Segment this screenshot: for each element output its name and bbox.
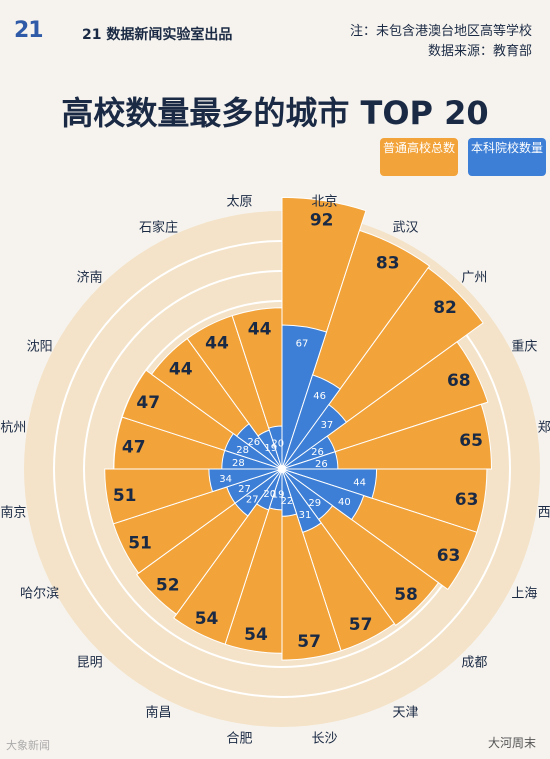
label-undergrad: 67 bbox=[296, 339, 309, 350]
center-dot bbox=[278, 465, 286, 473]
label-total: 47 bbox=[136, 393, 160, 413]
label-total: 83 bbox=[376, 253, 400, 273]
category-label: 沈阳 bbox=[27, 340, 53, 355]
chart-title: 高校数量最多的城市 TOP 20 bbox=[61, 94, 489, 132]
bar-undergrad bbox=[236, 423, 283, 470]
label-undergrad: 44 bbox=[353, 477, 366, 488]
label-undergrad: 27 bbox=[238, 484, 251, 495]
label-undergrad: 27 bbox=[246, 495, 259, 506]
bar-undergrad bbox=[208, 468, 283, 493]
category-label: 重庆 bbox=[511, 339, 537, 355]
category-label: 杭州 bbox=[0, 420, 26, 435]
bar-undergrad bbox=[281, 374, 341, 470]
label-total: 44 bbox=[248, 320, 272, 340]
label-total: 63 bbox=[455, 490, 479, 510]
category-label: 哈尔滨 bbox=[20, 585, 59, 601]
label-undergrad: 28 bbox=[236, 445, 249, 456]
label-undergrad: 29 bbox=[308, 498, 321, 509]
category-label: 长沙 bbox=[312, 732, 338, 747]
label-total: 51 bbox=[113, 486, 137, 506]
label-undergrad: 26 bbox=[247, 437, 260, 448]
label-total: 54 bbox=[195, 609, 219, 629]
label-undergrad: 22 bbox=[281, 496, 294, 507]
label-total: 63 bbox=[437, 546, 461, 566]
label-total: 44 bbox=[169, 360, 193, 380]
bar-undergrad bbox=[281, 468, 322, 534]
label-total: 47 bbox=[122, 438, 146, 458]
legend-undergrad-label: 本科院校数量 bbox=[470, 141, 543, 155]
label-total: 44 bbox=[205, 333, 229, 353]
category-label: 广州 bbox=[461, 271, 487, 286]
note-line-1: 注：未包含港澳台地区高等学校 bbox=[349, 24, 532, 39]
category-label: 天津 bbox=[392, 705, 418, 720]
category-label: 南昌 bbox=[146, 704, 172, 720]
category-label: 石家庄 bbox=[139, 220, 178, 236]
label-total: 68 bbox=[447, 371, 471, 391]
watermark-left: 大象新闻 bbox=[6, 739, 50, 752]
legend-total-label: 普通高校总数 bbox=[382, 141, 455, 155]
bar-total bbox=[281, 341, 489, 470]
category-label: 成都 bbox=[461, 655, 487, 670]
label-undergrad: 19 bbox=[272, 490, 285, 501]
label-total: 82 bbox=[433, 298, 457, 318]
label-undergrad: 31 bbox=[299, 510, 312, 521]
label-total: 57 bbox=[349, 615, 373, 635]
source-note: 注：未包含港澳台地区高等学校 数据来源：教育部 bbox=[350, 22, 532, 62]
note-line-2: 数据来源：教育部 bbox=[427, 44, 532, 59]
category-label: 武汉 bbox=[392, 221, 418, 236]
label-undergrad: 26 bbox=[315, 459, 328, 470]
label-undergrad: 19 bbox=[264, 443, 277, 454]
category-label: 西安 bbox=[538, 506, 550, 521]
label-total: 52 bbox=[156, 575, 180, 595]
label-undergrad: 20 bbox=[271, 438, 284, 449]
category-label: 昆明 bbox=[77, 655, 103, 670]
bar-total bbox=[281, 468, 342, 661]
label-undergrad: 40 bbox=[338, 497, 351, 508]
bar-total bbox=[173, 468, 283, 645]
label-undergrad: 34 bbox=[219, 474, 232, 485]
label-total: 58 bbox=[394, 585, 418, 605]
category-label: 南京 bbox=[0, 505, 26, 521]
category-label: 北京 bbox=[312, 194, 338, 209]
label-undergrad: 26 bbox=[311, 447, 324, 458]
label-total: 57 bbox=[297, 632, 321, 652]
category-label: 太原 bbox=[226, 194, 252, 209]
legend-total: 普通高校总数 bbox=[380, 138, 458, 176]
category-label: 郑州 bbox=[538, 420, 550, 435]
label-undergrad: 20 bbox=[263, 489, 276, 500]
bar-undergrad bbox=[281, 468, 298, 517]
bar-undergrad bbox=[281, 403, 348, 470]
category-label: 济南 bbox=[77, 270, 103, 286]
label-total: 54 bbox=[244, 625, 268, 645]
legend-undergrad: 本科院校数量 bbox=[468, 138, 546, 176]
label-total: 65 bbox=[459, 431, 483, 451]
category-label: 上海 bbox=[511, 586, 537, 601]
bar-undergrad bbox=[224, 432, 283, 470]
producer-label: 21 数据新闻实验室出品 bbox=[82, 27, 233, 43]
label-undergrad: 46 bbox=[313, 391, 326, 402]
category-label: 合肥 bbox=[226, 732, 252, 747]
brand-logo: 21 bbox=[14, 18, 44, 43]
label-total: 51 bbox=[128, 533, 152, 553]
watermark-right: 大河周末 bbox=[487, 736, 536, 750]
bar-undergrad bbox=[268, 425, 283, 470]
label-undergrad: 28 bbox=[232, 458, 245, 469]
bar-undergrad bbox=[281, 468, 365, 521]
bar-undergrad bbox=[281, 324, 328, 470]
label-total: 92 bbox=[310, 211, 334, 231]
label-undergrad: 37 bbox=[321, 420, 334, 431]
